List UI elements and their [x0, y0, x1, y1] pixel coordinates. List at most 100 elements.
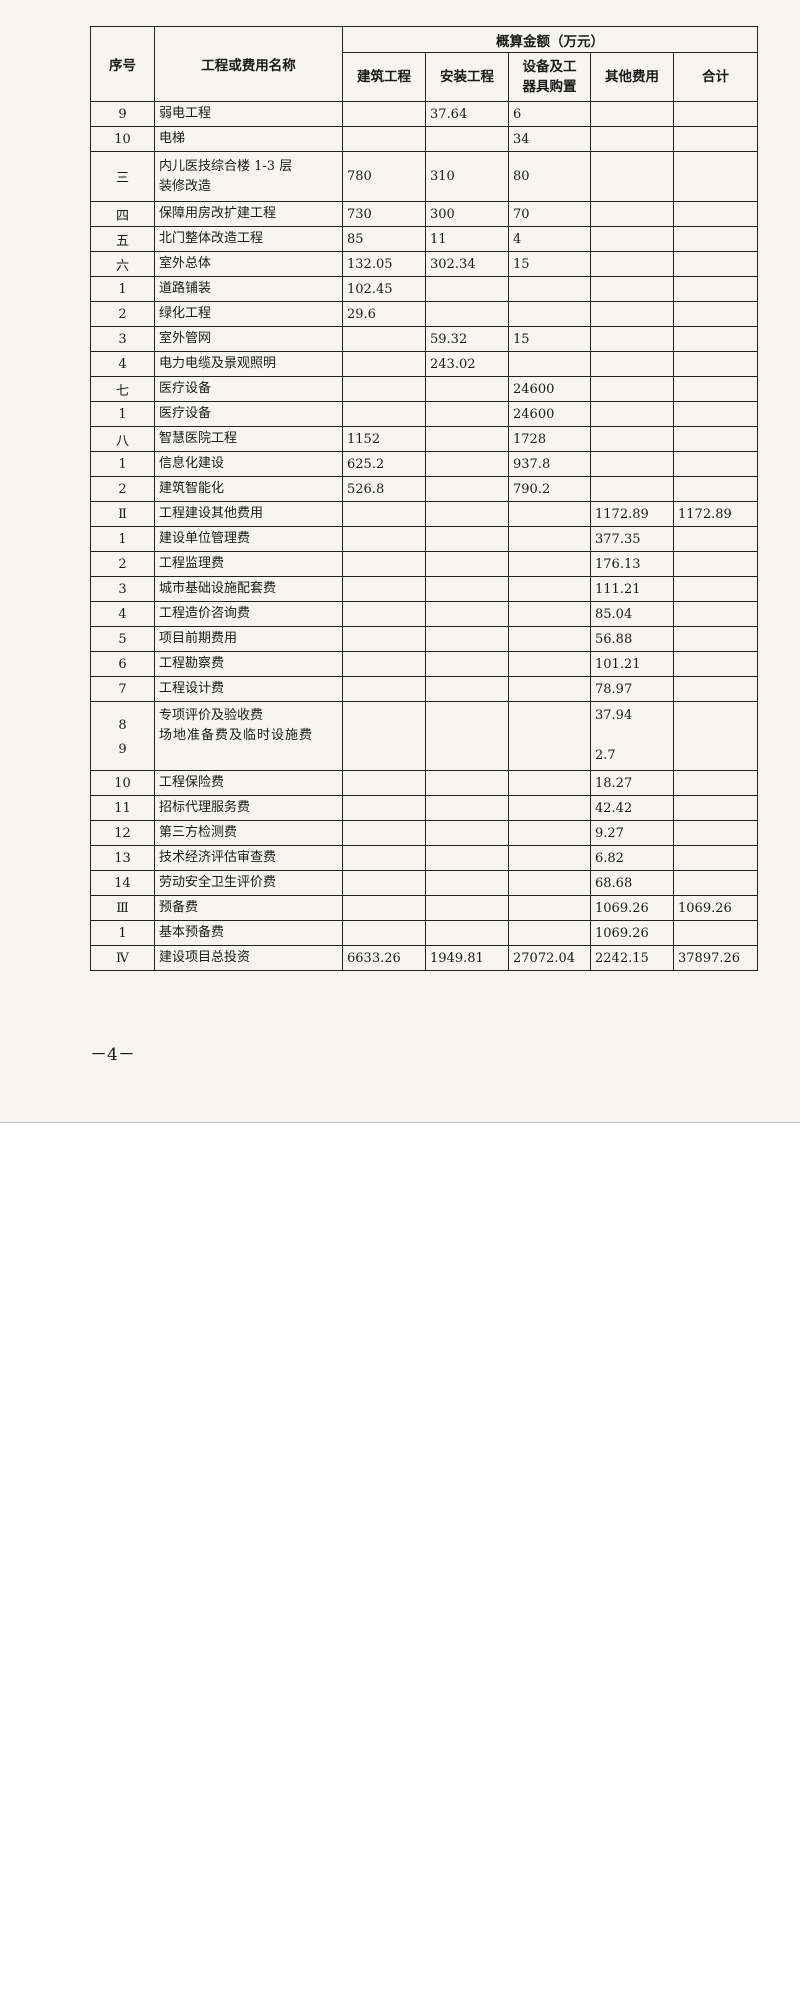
row-total	[672, 326, 759, 352]
row-installation: 1949.81	[425, 945, 509, 971]
row-name: 智慧医院工程	[154, 426, 343, 452]
row-installation: 37.64	[425, 101, 509, 127]
row-installation: 302.34	[425, 251, 509, 277]
row-seq: 11	[90, 795, 155, 821]
row-construction	[342, 701, 426, 771]
row-installation	[425, 770, 509, 796]
row-equipment: 1728	[508, 426, 591, 452]
row-other	[590, 401, 674, 427]
row-total	[672, 376, 759, 402]
row-installation	[425, 576, 509, 602]
row-other	[590, 226, 674, 252]
row-equipment	[508, 626, 591, 652]
table-row: Ⅳ 建设项目总投资 6633.26 1949.81 27072.04 2242.15 378…	[90, 945, 759, 971]
header-equipment-line: 设备及工	[522, 59, 577, 75]
row-equipment	[508, 301, 591, 327]
row-construction: 6633.26	[342, 945, 426, 971]
row-total	[672, 651, 759, 677]
row-name: 劳动安全卫生评价费	[154, 870, 343, 896]
row-name: 第三方检测费	[154, 820, 343, 846]
row-name: 基本预备费	[154, 920, 343, 946]
row-equipment	[508, 770, 591, 796]
row-name: 医疗设备	[154, 401, 343, 427]
row-total	[672, 845, 759, 871]
row-other	[590, 476, 674, 502]
row-equipment: 6	[508, 101, 591, 127]
row-installation	[425, 551, 509, 577]
row-other: 1172.89	[590, 501, 674, 527]
row-name: 室外管网	[154, 326, 343, 352]
row-name: 工程建设其他费用	[154, 501, 343, 527]
row-installation: 11	[425, 226, 509, 252]
header-seq: 序号	[90, 26, 155, 102]
row-name: 医疗设备	[154, 376, 343, 402]
row-seq: 12	[90, 820, 155, 846]
row-construction	[342, 601, 426, 627]
row-other	[590, 201, 674, 227]
row-equipment	[508, 276, 591, 302]
cell-line	[595, 726, 669, 746]
row-seq: 八	[90, 426, 155, 452]
table-row: 11 招标代理服务费 42.42	[90, 795, 759, 821]
table-row: 14 劳动安全卫生评价费 68.68	[90, 870, 759, 896]
row-installation: 59.32	[425, 326, 509, 352]
cell-line: 8	[118, 718, 127, 733]
row-seq: 1	[90, 451, 155, 477]
row-equipment: 80	[508, 151, 591, 202]
row-name: 城市基础设施配套费	[154, 576, 343, 602]
cell-line: 场地准备费及临时设施费	[159, 728, 314, 743]
row-construction	[342, 326, 426, 352]
row-equipment: 24600	[508, 401, 591, 427]
row-seq: 10	[90, 770, 155, 796]
row-other: 85.04	[590, 601, 674, 627]
row-installation	[425, 376, 509, 402]
row-equipment	[508, 576, 591, 602]
row-construction	[342, 126, 426, 152]
table-row: 2 建筑智能化 526.8 790.2	[90, 476, 759, 502]
row-other	[590, 151, 674, 202]
row-installation: 310	[425, 151, 509, 202]
table-row: 7 工程设计费 78.97	[90, 676, 759, 702]
row-equipment: 4	[508, 226, 591, 252]
row-construction	[342, 795, 426, 821]
row-equipment: 34	[508, 126, 591, 152]
row-equipment	[508, 351, 591, 377]
row-seq: 1	[90, 526, 155, 552]
row-other	[590, 251, 674, 277]
row-seq: 4	[90, 351, 155, 377]
row-total	[672, 576, 759, 602]
row-name: 专项评价及验收费 场地准备费及临时设施费	[154, 701, 343, 771]
table-row: 10 电梯 34	[90, 126, 759, 152]
row-seq: 3	[90, 326, 155, 352]
header-installation: 安装工程	[425, 52, 509, 102]
row-seq: 2	[90, 551, 155, 577]
table-row: 八智慧医院工程 1152 1728	[90, 426, 759, 452]
row-construction: 730	[342, 201, 426, 227]
cell-line: 2.7	[595, 748, 616, 763]
table-row: 1 基本预备费 1069.26	[90, 920, 759, 946]
row-name: 道路铺装	[154, 276, 343, 302]
table-row: 1 医疗设备 24600	[90, 401, 759, 427]
row-other	[590, 276, 674, 302]
row-other: 9.27	[590, 820, 674, 846]
table-row: 6 工程勘察费 101.21	[90, 651, 759, 677]
row-total	[672, 126, 759, 152]
row-name: 技术经济评估审查费	[154, 845, 343, 871]
table-row: 3 城市基础设施配套费 111.21	[90, 576, 759, 602]
row-construction	[342, 845, 426, 871]
row-other	[590, 326, 674, 352]
row-total	[672, 920, 759, 946]
row-total	[672, 795, 759, 821]
row-name: 预备费	[154, 895, 343, 921]
table-row: 2 绿化工程 29.6	[90, 301, 759, 327]
row-installation	[425, 426, 509, 452]
row-construction	[342, 501, 426, 527]
row-other	[590, 351, 674, 377]
row-construction	[342, 770, 426, 796]
row-installation	[425, 126, 509, 152]
row-equipment	[508, 526, 591, 552]
table-row: 4 工程造价咨询费 85.04	[90, 601, 759, 627]
row-name: 工程造价咨询费	[154, 601, 343, 627]
table-row: 13 技术经济评估审查费 6.82	[90, 845, 759, 871]
